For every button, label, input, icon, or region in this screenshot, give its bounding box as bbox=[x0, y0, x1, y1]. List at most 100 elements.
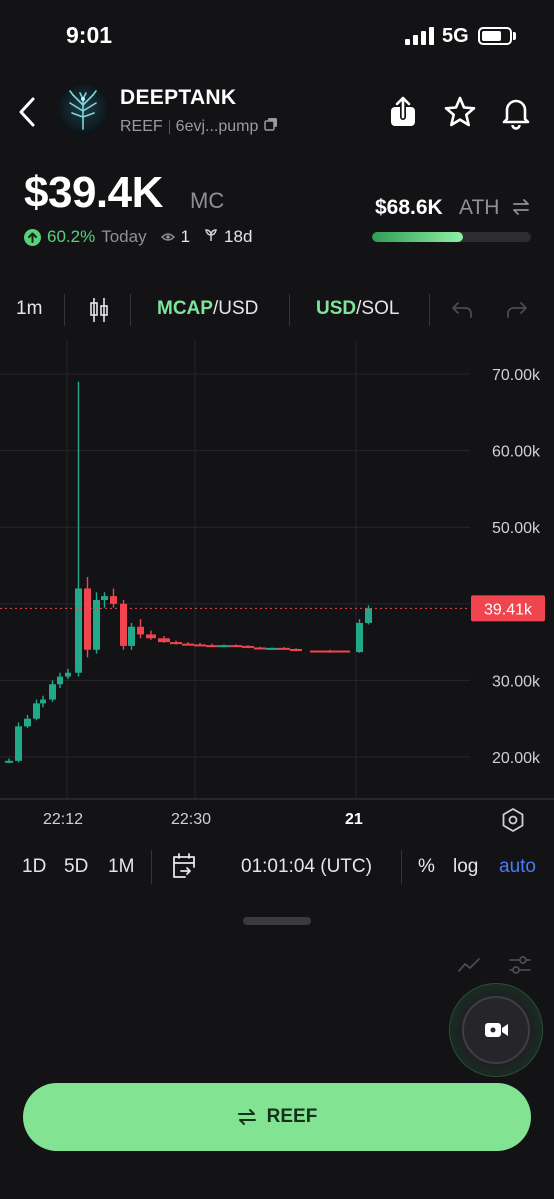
trade-button[interactable]: REEF bbox=[23, 1083, 531, 1151]
toolbar-divider bbox=[289, 294, 290, 326]
change-row: 60.2% Today 1 18d bbox=[24, 227, 252, 247]
back-icon[interactable] bbox=[14, 95, 44, 129]
candle-body bbox=[356, 622, 363, 653]
current-price-tag bbox=[471, 595, 545, 622]
candle-body bbox=[365, 608, 372, 623]
y-tick-label: 70.00k bbox=[492, 367, 541, 384]
candle-body bbox=[218, 645, 230, 648]
toolbar-divider bbox=[64, 294, 65, 326]
sheet-handle[interactable] bbox=[243, 917, 311, 925]
eye-icon bbox=[160, 227, 175, 247]
market-cap-value: $39.4K bbox=[24, 168, 163, 217]
copy-icon[interactable] bbox=[264, 117, 278, 136]
range-1d[interactable]: 1D bbox=[22, 856, 47, 877]
change-period: Today bbox=[101, 227, 147, 246]
candle-body bbox=[49, 684, 56, 700]
token-logo bbox=[58, 85, 108, 135]
chart-settings-icon[interactable] bbox=[500, 807, 526, 838]
candle-body bbox=[110, 596, 117, 604]
ath-progress-bar bbox=[372, 232, 531, 242]
x-tick-label: 21 bbox=[345, 811, 363, 828]
swap-icon[interactable] bbox=[512, 197, 530, 217]
token-symbol: REEF bbox=[120, 117, 163, 135]
candle-body bbox=[266, 647, 278, 650]
candle-body bbox=[5, 760, 13, 763]
signal-icon bbox=[405, 27, 435, 45]
watchers-count: 1 bbox=[180, 227, 191, 246]
x-tick-label: 22:30 bbox=[171, 811, 212, 828]
sliders-icon[interactable] bbox=[508, 955, 532, 980]
ath-value: $68.6K bbox=[375, 196, 443, 219]
toolbar-divider bbox=[429, 294, 430, 326]
y-tick-label: 60.00k bbox=[492, 444, 541, 461]
candle-body bbox=[40, 699, 46, 704]
utc-clock: 01:01:04 (UTC) bbox=[241, 856, 372, 877]
token-age: 18d bbox=[224, 227, 253, 246]
candle-body bbox=[65, 672, 71, 677]
interval-selector[interactable]: 1m bbox=[16, 298, 43, 319]
candle-body bbox=[254, 647, 266, 650]
candle-body bbox=[242, 645, 254, 648]
candle-body bbox=[101, 596, 108, 600]
candle-body bbox=[33, 703, 40, 719]
percent-toggle[interactable]: % bbox=[418, 856, 435, 877]
candle-body bbox=[84, 588, 91, 650]
ath-label: ATH bbox=[459, 196, 500, 219]
candle-body bbox=[120, 603, 127, 646]
candle-body bbox=[93, 599, 100, 650]
network-label: 5G bbox=[442, 25, 469, 47]
candle-body bbox=[75, 588, 82, 666]
range-divider bbox=[151, 850, 152, 884]
range-5d[interactable]: 5D bbox=[64, 856, 89, 877]
candle-body bbox=[206, 645, 218, 648]
mcap-usd-toggle[interactable]: MCAP/USD bbox=[157, 298, 258, 320]
candlestick-icon[interactable] bbox=[88, 296, 110, 329]
candle-body bbox=[194, 644, 206, 647]
candle-body bbox=[290, 648, 302, 651]
star-icon[interactable] bbox=[442, 94, 478, 130]
candle-body bbox=[182, 643, 194, 646]
divider bbox=[168, 119, 170, 134]
price-chart[interactable]: 70.00k 60.00k 50.00k 30.00k 20.00k 39.41k bbox=[0, 340, 554, 802]
mcap-option: MCAP bbox=[157, 298, 213, 319]
candle-body bbox=[128, 626, 135, 646]
share-icon[interactable] bbox=[385, 94, 421, 130]
video-camera-icon bbox=[485, 1023, 508, 1037]
arrow-up-icon bbox=[24, 228, 41, 246]
undo-icon[interactable] bbox=[450, 300, 474, 325]
candle-body bbox=[158, 638, 170, 643]
candle-body bbox=[24, 718, 31, 727]
market-cap-label: MC bbox=[190, 188, 225, 213]
trade-button-label: REEF bbox=[266, 1106, 318, 1127]
line-chart-icon[interactable] bbox=[457, 956, 481, 979]
sol-option: /SOL bbox=[356, 298, 400, 319]
candle-body bbox=[310, 650, 350, 653]
y-tick-label: 20.00k bbox=[492, 750, 541, 767]
x-tick-label: 22:12 bbox=[43, 811, 84, 828]
range-divider bbox=[401, 850, 402, 884]
usd-active-option: USD bbox=[316, 298, 357, 319]
battery-tip bbox=[513, 32, 516, 40]
redo-icon[interactable] bbox=[505, 300, 529, 325]
candle-body bbox=[230, 645, 242, 648]
usd-sol-toggle[interactable]: USD/SOL bbox=[316, 298, 399, 320]
candle-body bbox=[170, 642, 182, 645]
change-percent: 60.2% bbox=[47, 227, 96, 246]
candle-body bbox=[278, 647, 290, 650]
token-name: DEEPTANK bbox=[120, 86, 237, 109]
battery-icon bbox=[478, 27, 512, 45]
current-price-label: 39.41k bbox=[484, 601, 533, 618]
status-time: 9:01 bbox=[66, 22, 113, 48]
record-inner bbox=[462, 996, 530, 1064]
range-1m[interactable]: 1M bbox=[108, 856, 135, 877]
token-address[interactable]: 6evj...pump bbox=[175, 117, 259, 135]
toolbar-divider bbox=[130, 294, 131, 326]
auto-toggle[interactable]: auto bbox=[499, 856, 536, 877]
candle-body bbox=[57, 676, 63, 685]
record-video-button[interactable] bbox=[450, 984, 542, 1076]
swap-arrows-icon bbox=[237, 1109, 256, 1125]
log-toggle[interactable]: log bbox=[453, 856, 479, 877]
candle-body bbox=[137, 626, 144, 635]
bell-icon[interactable] bbox=[498, 94, 534, 130]
calendar-icon[interactable] bbox=[170, 852, 198, 885]
